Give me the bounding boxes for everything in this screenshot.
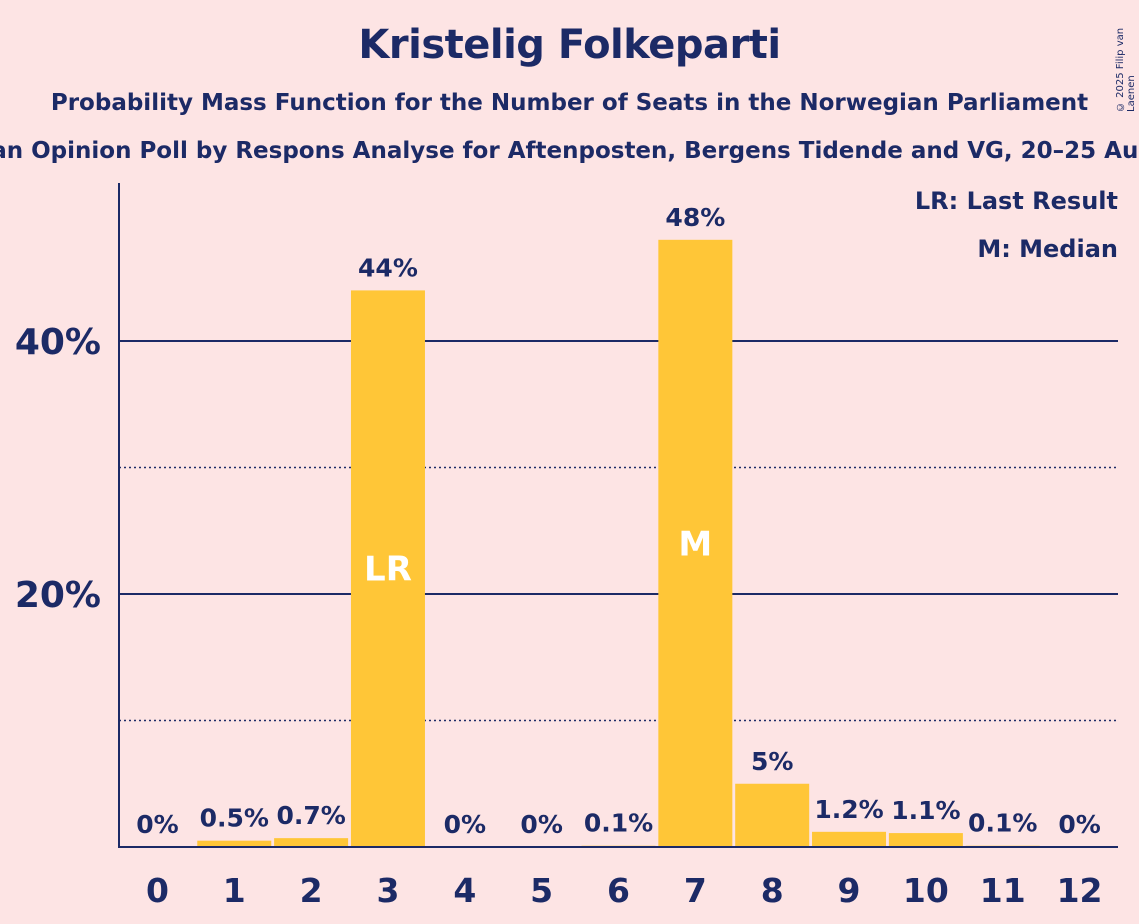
x-tick-label: 3 [376,871,399,910]
bar [888,833,963,847]
x-tick-label: 4 [453,871,476,910]
x-tick-label: 12 [1057,871,1103,910]
x-tick-label: 0 [146,871,169,910]
value-label-background [817,791,882,826]
bars [197,239,1040,848]
bar-marker-label: LR [364,550,412,590]
value-label-background [362,250,413,285]
bar [350,290,425,847]
value-label-background [970,805,1035,840]
chart-subtitle: Probability Mass Function for the Number… [50,90,1089,116]
value-label: 0% [444,810,486,839]
bar [658,239,733,848]
x-tick-label: 11 [980,871,1026,910]
x-tick-label: 1 [223,871,246,910]
value-label: 0% [136,810,178,839]
axes: 20%40%0 1 2 3 4 5 6 7 8 9 10 11 12 [15,183,1118,910]
value-label: 0.1% [584,809,653,838]
y-tick-label: 40% [15,322,101,363]
bar [735,783,810,847]
bar [812,831,887,847]
y-tick-label: 20% [15,575,101,616]
value-label-background [523,807,560,841]
chart-subtitle-source: n an Opinion Poll by Respons Analyse for… [0,138,1139,164]
x-tick-label: 2 [300,871,323,910]
value-label: 0.7% [276,801,345,830]
x-tick-label: 5 [530,871,553,910]
chart-title: Kristelig Folkeparti [358,22,781,68]
x-tick-label: 7 [684,871,707,910]
value-label: 5% [751,747,793,776]
value-label: 0.5% [200,804,269,833]
x-tick-label: 6 [607,871,630,910]
value-label: 1.2% [814,795,883,824]
value-label-background [670,199,721,234]
gridlines [119,340,1118,722]
value-label: 1.1% [891,796,960,825]
value-label-background [202,800,267,835]
value-label-background [586,805,651,840]
value-label: 0% [1058,810,1100,839]
value-label: 44% [358,253,418,282]
legend-median: M: Median [977,235,1118,263]
x-tick-label: 8 [761,871,784,910]
value-label: 0% [520,810,562,839]
value-label-background [139,807,176,841]
x-tick-label: 9 [838,871,861,910]
value-labels: 0% 0.5% 0.7% 44% LR 0% 0% 0.1% 48% M 5% 1.2% 1.1% 0.1… [136,199,1101,841]
bar [274,838,349,847]
value-label: 0.1% [968,809,1037,838]
legend-last-result: LR: Last Result [915,187,1118,215]
value-label-background [893,793,958,828]
value-label-background [1061,807,1098,841]
bar-marker-label: M [678,524,712,564]
value-label-background [279,798,344,833]
value-label-background [754,743,791,778]
x-tick-label: 10 [903,871,949,910]
value-label-background [446,807,483,841]
value-label: 48% [665,203,725,232]
bar [197,840,272,847]
